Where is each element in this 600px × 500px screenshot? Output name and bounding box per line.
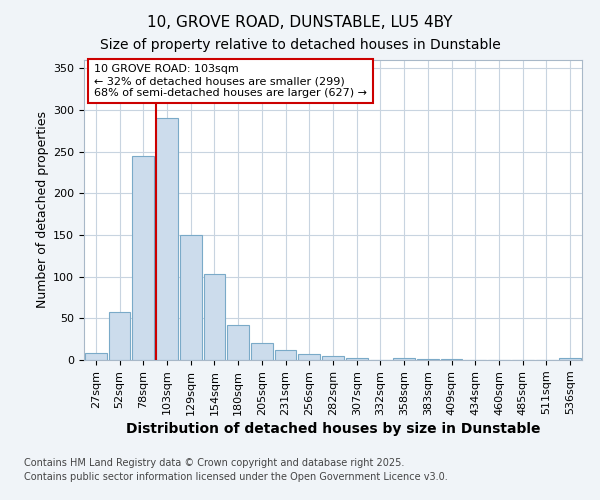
X-axis label: Distribution of detached houses by size in Dunstable: Distribution of detached houses by size …: [126, 422, 540, 436]
Y-axis label: Number of detached properties: Number of detached properties: [36, 112, 49, 308]
Bar: [227, 325, 249, 360]
Text: Size of property relative to detached houses in Dunstable: Size of property relative to detached ho…: [100, 38, 500, 52]
Bar: [180, 235, 202, 360]
Bar: [85, 354, 107, 360]
Text: Contains public sector information licensed under the Open Government Licence v3: Contains public sector information licen…: [24, 472, 448, 482]
Bar: [440, 359, 463, 360]
Bar: [275, 350, 296, 360]
Bar: [559, 358, 581, 360]
Text: 10, GROVE ROAD, DUNSTABLE, LU5 4BY: 10, GROVE ROAD, DUNSTABLE, LU5 4BY: [147, 15, 453, 30]
Text: Contains HM Land Registry data © Crown copyright and database right 2025.: Contains HM Land Registry data © Crown c…: [24, 458, 404, 468]
Bar: [322, 356, 344, 360]
Bar: [109, 312, 130, 360]
Bar: [346, 358, 368, 360]
Bar: [393, 358, 415, 360]
Bar: [298, 354, 320, 360]
Bar: [203, 274, 226, 360]
Text: 10 GROVE ROAD: 103sqm
← 32% of detached houses are smaller (299)
68% of semi-det: 10 GROVE ROAD: 103sqm ← 32% of detached …: [94, 64, 367, 98]
Bar: [417, 359, 439, 360]
Bar: [156, 118, 178, 360]
Bar: [133, 156, 154, 360]
Bar: [251, 344, 273, 360]
